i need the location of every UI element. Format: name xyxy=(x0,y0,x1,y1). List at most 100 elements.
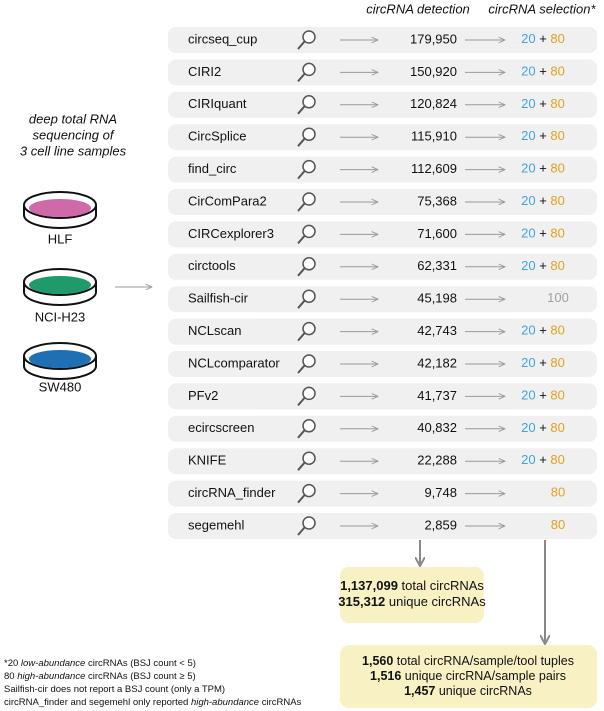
description-line: deep total RNA xyxy=(29,111,117,126)
magnifier-handle xyxy=(297,235,306,245)
magnifier-lens xyxy=(302,159,316,174)
detection-count: 71,600 xyxy=(417,226,457,241)
selection: 100 xyxy=(547,291,569,306)
text-segment: circRNAs xyxy=(259,697,301,708)
sample-label: HLF xyxy=(48,231,73,246)
selection: 20 + 80 xyxy=(521,193,565,208)
selection-part: 20 xyxy=(521,453,539,468)
magnifier-lens xyxy=(302,419,316,433)
magnifier-lens xyxy=(302,224,316,239)
tool-name: segemehl xyxy=(188,517,244,532)
magnifier-lens xyxy=(302,483,316,498)
text-segment: unique circRNAs xyxy=(385,594,486,609)
selection-part: 20 xyxy=(521,355,539,370)
selection-part: + xyxy=(539,388,550,403)
selection: 20 + 80 xyxy=(521,129,565,144)
detection-count: 179,950 xyxy=(410,31,457,46)
magnifier-lens xyxy=(302,192,316,206)
selection-part: 20 xyxy=(521,226,539,241)
tool-name: NCLcomparator xyxy=(188,355,280,370)
selection: 20 + 80 xyxy=(521,161,565,176)
selection-part: + xyxy=(539,96,550,111)
detection-count: 22,288 xyxy=(417,453,457,468)
detection-count: 42,743 xyxy=(417,323,457,338)
detection-count: 112,609 xyxy=(411,161,457,176)
magnifier-lens xyxy=(302,95,316,109)
selection-part: + xyxy=(539,323,550,338)
tool-row xyxy=(168,383,597,410)
tool-name: NCLscan xyxy=(188,323,241,338)
selection-part: 80 xyxy=(550,420,564,435)
selection-part: 80 xyxy=(550,388,564,403)
magnifier-handle xyxy=(297,202,306,212)
selection-part: 20 xyxy=(521,258,539,273)
description-line: 3 cell line samples xyxy=(20,143,127,158)
detection-count: 62,331 xyxy=(417,258,457,273)
selection: 80 xyxy=(551,485,565,500)
text-segment: unique circRNAs xyxy=(435,684,532,698)
text-line: 1,457 unique circRNAs xyxy=(404,684,532,698)
detection-count: 2,859 xyxy=(424,517,457,532)
sample-label: SW480 xyxy=(39,379,82,394)
text-line: 80 high-abundance circRNAs (BSJ count ≥ … xyxy=(4,671,196,682)
selection-part: 80 xyxy=(550,453,564,468)
tool-rows: circseq_cup 179,950 20 + 80 CIRI2 150,920 20 … xyxy=(168,27,597,539)
magnifier-handle xyxy=(297,138,306,147)
tool-name: KNIFE xyxy=(188,453,227,468)
text-segment: circRNAs (BSJ count ≥ 5) xyxy=(85,671,195,682)
text-segment: 1,560 xyxy=(362,654,393,668)
detection-count: 9,748 xyxy=(424,485,457,500)
selection-part: 20 xyxy=(521,323,539,338)
selection-part: + xyxy=(539,420,550,435)
selection-part: + xyxy=(539,64,550,79)
selection: 20 + 80 xyxy=(521,31,565,46)
selection-part: 20 xyxy=(521,161,539,176)
detection-count: 42,182 xyxy=(417,355,457,370)
tool-name: CIRIquant xyxy=(188,96,247,111)
text-line: 315,312 unique circRNAs xyxy=(338,594,486,609)
tool-row xyxy=(168,448,597,475)
selection-summary: 1,560 total circRNA/sample/tool tuples1,… xyxy=(362,654,574,698)
tool-row xyxy=(168,124,597,151)
magnifier-handle xyxy=(297,170,306,180)
dish-medium xyxy=(29,199,91,217)
magnifier-handle xyxy=(297,300,306,309)
text-segment: high-abundance xyxy=(17,671,85,682)
magnifier-handle xyxy=(297,105,306,115)
text-line: *20 low-abundance circRNAs (BSJ count < … xyxy=(4,658,196,669)
selection-part: 80 xyxy=(550,64,564,79)
selection-part: 20 xyxy=(521,420,539,435)
tool-name: CircSplice xyxy=(188,129,247,144)
selection-part: 80 xyxy=(550,258,564,273)
tool-name: CIRCexplorer3 xyxy=(188,226,274,241)
detection-count: 120,824 xyxy=(410,96,457,111)
selection-part: 20 xyxy=(521,193,539,208)
magnifier-lens xyxy=(302,289,316,303)
magnifier-lens xyxy=(302,386,316,401)
tool-row xyxy=(168,318,597,345)
tool-row xyxy=(168,415,597,442)
selection: 20 + 80 xyxy=(521,258,565,273)
detection-header: circRNA detection xyxy=(366,1,470,16)
magnifier-handle xyxy=(297,494,306,504)
tool-name: ecircscreen xyxy=(188,420,254,435)
text-line: Sailfish-cir does not report a BSJ count… xyxy=(4,684,225,695)
detection-count: 75,368 xyxy=(417,193,457,208)
selection-part: + xyxy=(539,355,550,370)
text-line: 1,560 total circRNA/sample/tool tuples xyxy=(362,654,574,668)
magnifier-handle xyxy=(297,429,306,439)
tool-row xyxy=(168,351,597,377)
magnifier-handle xyxy=(297,73,306,83)
tool-row xyxy=(168,221,597,248)
tool-row xyxy=(168,59,597,86)
text-segment: low-abundance xyxy=(21,658,85,669)
text-segment: 1,516 xyxy=(370,669,401,683)
tool-row xyxy=(168,253,597,280)
text-segment: circRNAs (BSJ count < 5) xyxy=(85,658,196,669)
samples: HLF NCI-H23 SW480 xyxy=(23,191,97,394)
selection-part: + xyxy=(539,226,550,241)
magnifier-handle xyxy=(297,462,306,471)
selection-part: + xyxy=(539,129,550,144)
